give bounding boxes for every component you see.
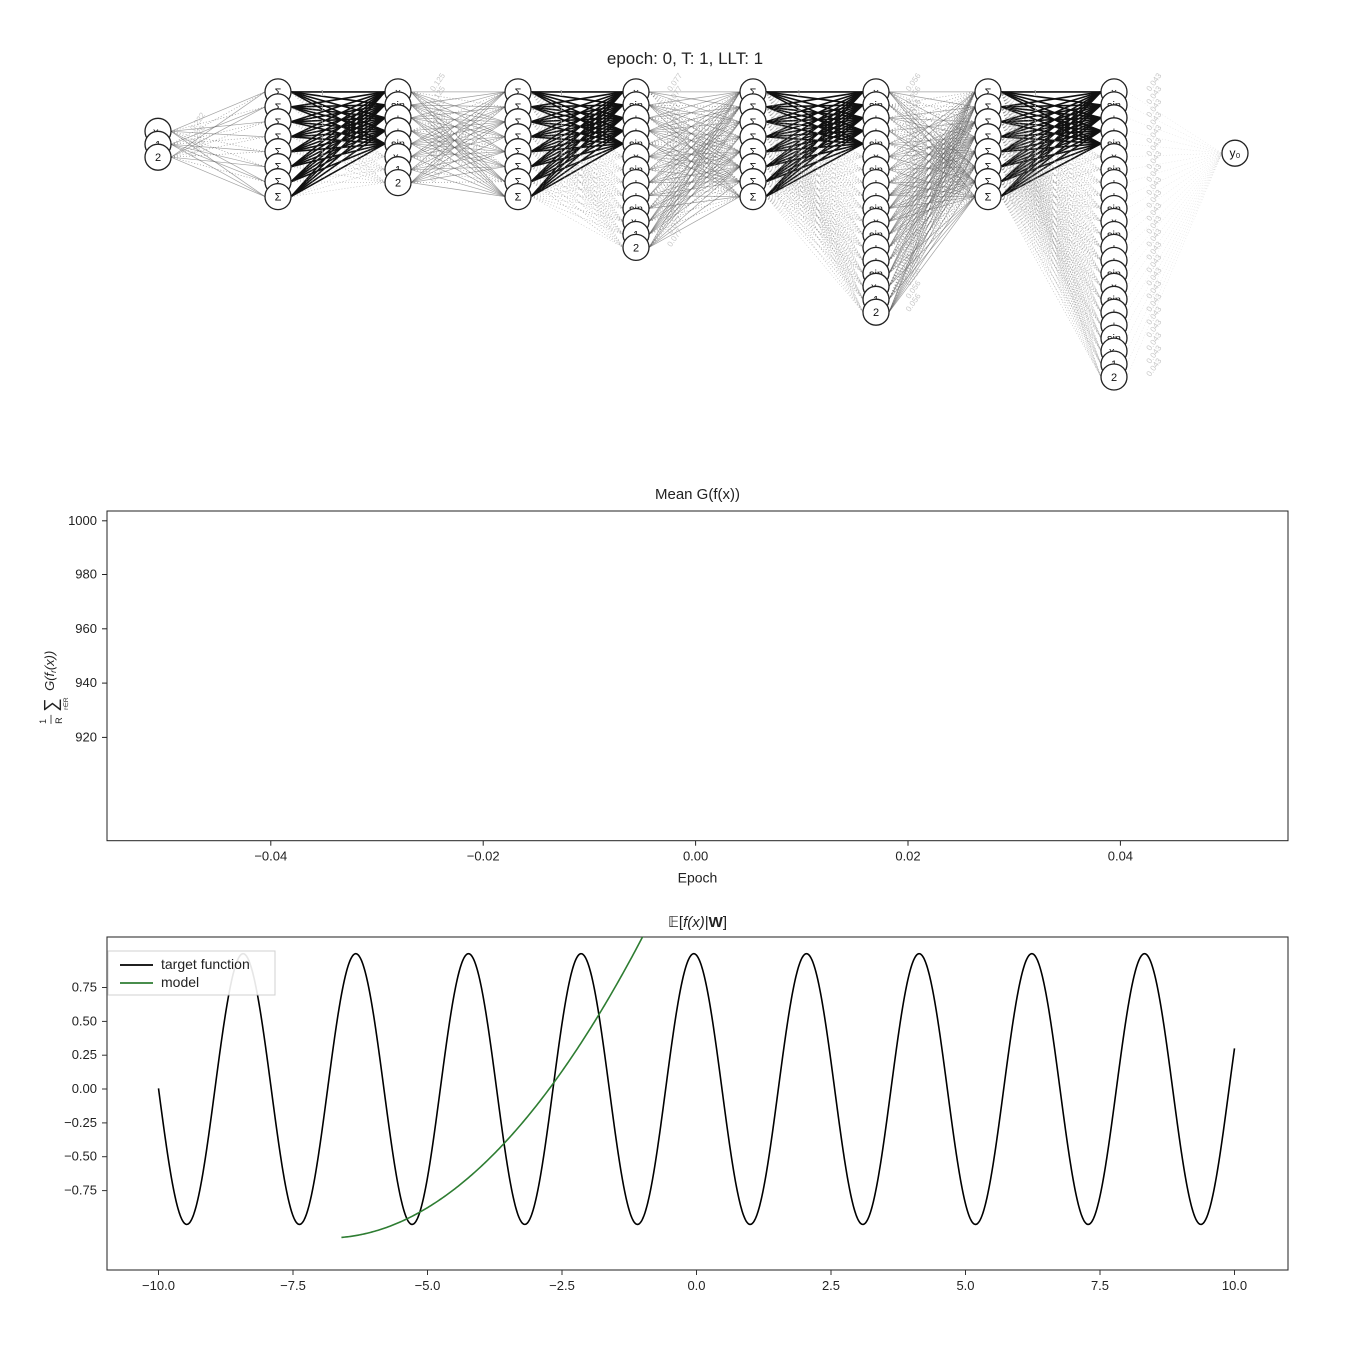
- svg-text:r∈R: r∈R: [63, 697, 70, 710]
- svg-text:1: 1: [1033, 148, 1038, 158]
- svg-text:−0.02: −0.02: [467, 849, 500, 864]
- svg-text:1: 1: [320, 148, 325, 158]
- svg-text:Epoch: Epoch: [678, 870, 718, 886]
- svg-text:2.5: 2.5: [822, 1278, 840, 1293]
- svg-text:2: 2: [1111, 372, 1117, 384]
- svg-text:1: 1: [320, 118, 325, 128]
- svg-text:1: 1: [559, 103, 564, 113]
- svg-text:Σ: Σ: [275, 192, 282, 204]
- svg-text:0.04: 0.04: [1108, 849, 1133, 864]
- svg-text:y₀: y₀: [1230, 146, 1241, 160]
- svg-text:10.0: 10.0: [1222, 1278, 1247, 1293]
- svg-text:0.50: 0.50: [72, 1013, 97, 1028]
- svg-text:1: 1: [1033, 118, 1038, 128]
- svg-text:−5.0: −5.0: [415, 1278, 441, 1293]
- svg-text:model: model: [161, 974, 199, 990]
- svg-text:940: 940: [75, 675, 97, 690]
- svg-text:G(fr(x)): G(fr(x)): [42, 651, 58, 691]
- svg-text:920: 920: [75, 729, 97, 744]
- svg-text:2: 2: [873, 307, 879, 319]
- svg-text:1: 1: [320, 103, 325, 113]
- svg-text:980: 980: [75, 567, 97, 582]
- svg-text:1: 1: [797, 88, 802, 98]
- svg-text:1: 1: [320, 88, 325, 98]
- svg-text:0.75: 0.75: [72, 980, 97, 995]
- svg-text:1: 1: [320, 133, 325, 143]
- svg-text:5.0: 5.0: [956, 1278, 974, 1293]
- svg-text:1: 1: [559, 148, 564, 158]
- svg-text:1: 1: [797, 133, 802, 143]
- svg-text:𝔼[f(x)|W]: 𝔼[f(x)|W]: [668, 914, 727, 931]
- svg-text:2: 2: [395, 178, 401, 190]
- svg-text:0.25: 0.25: [72, 1047, 97, 1062]
- svg-text:0.02: 0.02: [895, 849, 920, 864]
- svg-text:∑: ∑: [41, 698, 62, 712]
- svg-text:1: 1: [559, 88, 564, 98]
- svg-text:Σ: Σ: [750, 192, 757, 204]
- svg-text:960: 960: [75, 621, 97, 636]
- svg-text:−0.04: −0.04: [254, 849, 287, 864]
- svg-text:−0.50: −0.50: [64, 1149, 97, 1164]
- svg-text:Σ: Σ: [985, 192, 992, 204]
- svg-text:−7.5: −7.5: [280, 1278, 306, 1293]
- svg-text:2: 2: [155, 152, 161, 164]
- svg-text:0.00: 0.00: [72, 1081, 97, 1096]
- svg-text:0.0: 0.0: [687, 1278, 705, 1293]
- svg-text:1: 1: [1033, 133, 1038, 143]
- svg-text:7.5: 7.5: [1091, 1278, 1109, 1293]
- svg-text:−10.0: −10.0: [142, 1278, 175, 1293]
- svg-text:1: 1: [559, 133, 564, 143]
- svg-text:1000: 1000: [68, 513, 97, 528]
- svg-text:0.00: 0.00: [683, 849, 708, 864]
- svg-text:Mean G(f(x)): Mean G(f(x)): [655, 486, 740, 503]
- svg-text:1: 1: [797, 103, 802, 113]
- svg-text:1: 1: [559, 118, 564, 128]
- svg-text:−2.5: −2.5: [549, 1278, 575, 1293]
- svg-text:−0.75: −0.75: [64, 1183, 97, 1198]
- svg-text:R: R: [54, 717, 64, 724]
- svg-text:2: 2: [633, 242, 639, 254]
- svg-text:target function: target function: [161, 956, 250, 972]
- svg-text:1: 1: [797, 148, 802, 158]
- svg-text:1: 1: [1033, 88, 1038, 98]
- svg-text:−0.25: −0.25: [64, 1115, 97, 1130]
- svg-text:1: 1: [797, 118, 802, 128]
- svg-text:Σ: Σ: [515, 192, 522, 204]
- svg-text:epoch: 0, T: 1, LLT: 1: epoch: 0, T: 1, LLT: 1: [607, 49, 763, 68]
- svg-text:1: 1: [38, 719, 48, 724]
- svg-text:1: 1: [1033, 103, 1038, 113]
